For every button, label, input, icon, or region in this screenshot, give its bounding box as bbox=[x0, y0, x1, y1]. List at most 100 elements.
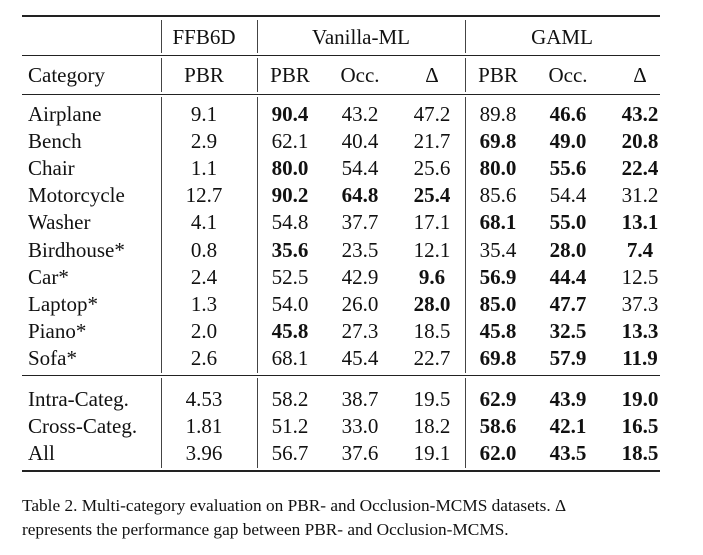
column-divider bbox=[257, 378, 258, 468]
table-cell: 37.6 bbox=[341, 441, 379, 465]
table-caption: Table 2. Multi-category evaluation on PB… bbox=[22, 494, 662, 542]
table-cell: 62.9 bbox=[479, 387, 517, 411]
table-cell: 27.3 bbox=[341, 318, 379, 343]
table-cell: 44.4 bbox=[549, 264, 587, 289]
column-header: Δ bbox=[425, 63, 439, 87]
table-cell: 47.7 bbox=[549, 291, 587, 316]
row-category: Intra-Categ. bbox=[28, 387, 129, 411]
table-cell: 19.1 bbox=[413, 441, 451, 465]
table-cell: 11.9 bbox=[622, 345, 658, 370]
column-divider bbox=[257, 20, 258, 53]
table-cell: 2.6 bbox=[190, 345, 218, 370]
column-divider bbox=[161, 97, 162, 373]
column-divider bbox=[161, 58, 162, 92]
table-cell: 12.7 bbox=[185, 183, 223, 208]
table-cell: 68.1 bbox=[479, 210, 517, 235]
table-cell: 85.0 bbox=[479, 291, 517, 316]
table-cell: 17.1 bbox=[413, 210, 451, 235]
table-cell: 80.0 bbox=[479, 156, 517, 181]
table-cell: 51.2 bbox=[271, 414, 309, 438]
table-cell: 2.0 bbox=[190, 318, 218, 343]
table-cell: 1.81 bbox=[185, 414, 223, 438]
table-cell: 55.6 bbox=[549, 156, 587, 181]
table-cell: 52.5 bbox=[271, 264, 309, 289]
table-cell: 9.1 bbox=[190, 102, 218, 126]
table-cell: 56.9 bbox=[479, 264, 517, 289]
table-cell: 69.8 bbox=[479, 345, 517, 370]
table-cell: 62.1 bbox=[271, 129, 309, 154]
table-cell: 43.2 bbox=[341, 102, 379, 126]
table-cell: 56.7 bbox=[271, 441, 309, 465]
table-cell: 7.4 bbox=[626, 237, 654, 262]
table-cell: 37.7 bbox=[341, 210, 379, 235]
table-cell: 62.0 bbox=[479, 441, 517, 465]
column-header: PBR bbox=[184, 63, 224, 87]
table-cell: 18.5 bbox=[621, 441, 659, 465]
table-cell: 42.1 bbox=[549, 414, 587, 438]
column-divider bbox=[257, 58, 258, 92]
table-cell: 38.7 bbox=[341, 387, 379, 411]
table-cell: 9.6 bbox=[418, 264, 446, 289]
table-cell: 68.1 bbox=[271, 345, 309, 370]
table-cell: 54.0 bbox=[271, 291, 309, 316]
table-cell: 58.6 bbox=[479, 414, 517, 438]
table-cell: 80.0 bbox=[271, 156, 309, 181]
table-cell: 4.1 bbox=[190, 210, 218, 235]
top-rule bbox=[22, 15, 660, 17]
table-cell: 12.1 bbox=[413, 237, 451, 262]
column-divider bbox=[465, 378, 466, 468]
table-cell: 46.6 bbox=[549, 102, 587, 126]
table-cell: 54.4 bbox=[341, 156, 379, 181]
column-header: Occ. bbox=[340, 63, 380, 87]
table-cell: 49.0 bbox=[549, 129, 587, 154]
table-cell: 4.53 bbox=[185, 387, 223, 411]
table-cell: 55.0 bbox=[549, 210, 587, 235]
table-cell: 3.96 bbox=[185, 441, 223, 465]
table-cell: 85.6 bbox=[479, 183, 517, 208]
table-cell: 64.8 bbox=[341, 183, 379, 208]
table-cell: 45.8 bbox=[271, 318, 309, 343]
table-cell: 90.2 bbox=[271, 183, 309, 208]
table-cell: 25.4 bbox=[413, 183, 451, 208]
table-cell: 0.8 bbox=[190, 237, 218, 262]
column-header: PBR bbox=[478, 63, 518, 87]
table-cell: 2.4 bbox=[190, 264, 218, 289]
row-category: Birdhouse* bbox=[28, 237, 125, 262]
table-cell: 18.2 bbox=[413, 414, 451, 438]
row-category: Washer bbox=[28, 210, 91, 235]
table-cell: 40.4 bbox=[341, 129, 379, 154]
table-cell: 31.2 bbox=[621, 183, 659, 208]
table-cell: 12.5 bbox=[621, 264, 659, 289]
table-cell: 54.8 bbox=[271, 210, 309, 235]
row-category: Car* bbox=[28, 264, 69, 289]
column-header: Occ. bbox=[548, 63, 588, 87]
column-divider bbox=[257, 97, 258, 373]
column-divider bbox=[465, 58, 466, 92]
column-header: Δ bbox=[633, 63, 647, 87]
table-cell: 32.5 bbox=[549, 318, 587, 343]
column-divider bbox=[465, 20, 466, 53]
table-cell: 21.7 bbox=[413, 129, 451, 154]
row-category: All bbox=[28, 441, 55, 465]
table-cell: 57.9 bbox=[549, 345, 587, 370]
row-category: Chair bbox=[28, 156, 75, 181]
table-cell: 19.5 bbox=[413, 387, 451, 411]
column-divider bbox=[465, 97, 466, 373]
caption-line-2: represents the performance gap between P… bbox=[22, 520, 509, 539]
group-header-ffb6d: FFB6D bbox=[172, 25, 236, 49]
table-cell: 19.0 bbox=[621, 387, 659, 411]
table-cell: 28.0 bbox=[549, 237, 587, 262]
table-cell: 26.0 bbox=[341, 291, 379, 316]
row-category: Laptop* bbox=[28, 291, 98, 316]
summary-rule bbox=[22, 375, 660, 376]
table-cell: 13.3 bbox=[621, 318, 659, 343]
table-cell: 89.8 bbox=[479, 102, 517, 126]
table-cell: 16.5 bbox=[621, 414, 659, 438]
header-rule bbox=[22, 94, 660, 95]
row-category: Piano* bbox=[28, 318, 87, 343]
table-cell: 20.8 bbox=[621, 129, 659, 154]
caption-line-1: Table 2. Multi-category evaluation on PB… bbox=[22, 496, 567, 515]
table-cell: 37.3 bbox=[621, 291, 659, 316]
table-cell: 1.3 bbox=[190, 291, 218, 316]
table-cell: 45.8 bbox=[479, 318, 517, 343]
